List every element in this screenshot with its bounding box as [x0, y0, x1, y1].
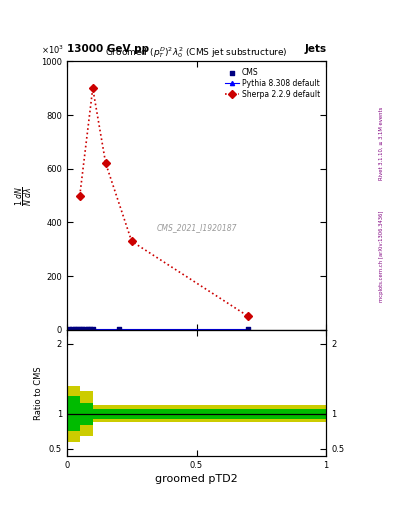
- Legend: CMS, Pythia 8.308 default, Sherpa 2.2.9 default: CMS, Pythia 8.308 default, Sherpa 2.2.9 …: [223, 65, 322, 101]
- CMS: [87, 325, 93, 333]
- Sherpa 2.2.9 default: [129, 238, 134, 244]
- Text: Rivet 3.1.10, ≥ 3.1M events: Rivet 3.1.10, ≥ 3.1M events: [379, 106, 384, 180]
- CMS: [66, 325, 73, 333]
- Text: Jets: Jets: [304, 44, 326, 54]
- Pythia 8.308 default: [80, 326, 85, 332]
- Pythia 8.308 default: [67, 326, 72, 332]
- Pythia 8.308 default: [77, 326, 82, 332]
- CMS: [79, 325, 86, 333]
- Text: 13000 GeV pp: 13000 GeV pp: [67, 44, 149, 54]
- Pythia 8.308 default: [116, 326, 121, 332]
- Y-axis label: Ratio to CMS: Ratio to CMS: [34, 366, 43, 419]
- CMS: [116, 325, 122, 333]
- Sherpa 2.2.9 default: [77, 193, 82, 199]
- CMS: [90, 325, 96, 333]
- Text: CMS_2021_I1920187: CMS_2021_I1920187: [156, 223, 237, 232]
- CMS: [69, 325, 75, 333]
- Line: Sherpa 2.2.9 default: Sherpa 2.2.9 default: [77, 86, 251, 319]
- Text: $\times10^3$: $\times10^3$: [41, 44, 64, 56]
- Line: Pythia 8.308 default: Pythia 8.308 default: [67, 327, 250, 331]
- Text: mcplots.cern.ch [arXiv:1306.3436]: mcplots.cern.ch [arXiv:1306.3436]: [379, 210, 384, 302]
- Sherpa 2.2.9 default: [246, 313, 251, 319]
- Sherpa 2.2.9 default: [90, 85, 95, 91]
- Sherpa 2.2.9 default: [103, 160, 108, 166]
- Pythia 8.308 default: [246, 326, 251, 332]
- Pythia 8.308 default: [85, 326, 90, 332]
- CMS: [72, 325, 78, 333]
- CMS: [245, 325, 252, 333]
- X-axis label: groomed pTD2: groomed pTD2: [155, 474, 238, 484]
- Pythia 8.308 default: [75, 326, 79, 332]
- Y-axis label: $\frac{1}{N}\frac{dN}{d\lambda}$: $\frac{1}{N}\frac{dN}{d\lambda}$: [14, 186, 35, 206]
- CMS: [77, 325, 83, 333]
- Pythia 8.308 default: [83, 326, 87, 332]
- Pythia 8.308 default: [72, 326, 77, 332]
- Pythia 8.308 default: [88, 326, 92, 332]
- Pythia 8.308 default: [90, 326, 95, 332]
- Title: Groomed $(p_T^D)^2\lambda_0^2$ (CMS jet substructure): Groomed $(p_T^D)^2\lambda_0^2$ (CMS jet …: [105, 46, 288, 60]
- Pythia 8.308 default: [70, 326, 74, 332]
- CMS: [82, 325, 88, 333]
- CMS: [84, 325, 91, 333]
- CMS: [74, 325, 80, 333]
